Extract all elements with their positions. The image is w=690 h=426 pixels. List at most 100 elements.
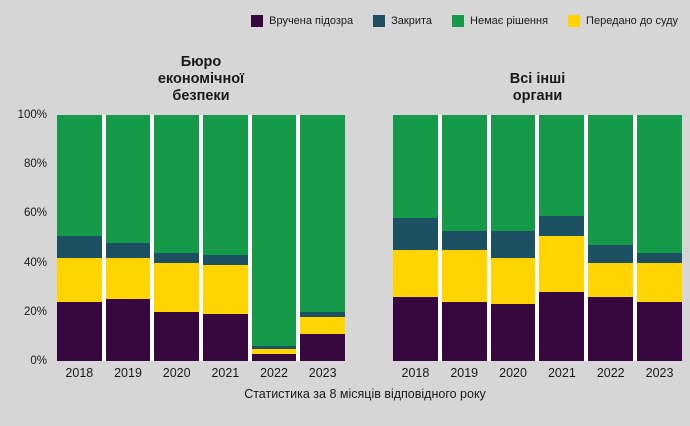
y-axis-tick: 0% xyxy=(30,355,47,367)
legend-item-no-decision: Немає рішення xyxy=(452,15,548,27)
bar-segment xyxy=(393,250,438,298)
x-axis-label: 2019 xyxy=(114,366,142,380)
x-axis-label: 2021 xyxy=(547,366,576,380)
bar-segment xyxy=(441,115,487,231)
x-axis-label: 2023 xyxy=(308,366,337,380)
bar-segment xyxy=(105,242,151,258)
plot-wrap: 100% 80% 60% 40% 20% 0% xyxy=(12,109,346,367)
legend-swatch-closed xyxy=(373,15,386,27)
bar-segment xyxy=(539,292,585,361)
bar-segment xyxy=(251,348,297,354)
bar-segment xyxy=(57,257,102,302)
bar-segment xyxy=(441,230,487,251)
stacked-bar-2022 xyxy=(251,115,297,361)
bar-segment xyxy=(490,304,536,361)
bar-segment xyxy=(154,311,200,361)
stacked-bar-2019 xyxy=(441,115,487,361)
stacked-bar-2018 xyxy=(393,115,438,361)
plot-area xyxy=(393,115,682,361)
bar-segment xyxy=(105,299,151,361)
y-axis-tick: 80% xyxy=(23,158,47,171)
bar-segment xyxy=(105,257,151,300)
chart-title-wrap: Бюро економічної безпеки xyxy=(57,51,345,115)
charts-row: Бюро економічної безпеки 100% 80% 60% 40% 20… xyxy=(0,51,690,380)
bar-segment xyxy=(588,245,634,263)
bar-segment xyxy=(57,235,102,258)
bar-segment xyxy=(154,115,200,253)
x-axis-label: 2023 xyxy=(645,366,674,380)
bar-segment xyxy=(539,235,585,293)
bar-segment xyxy=(490,230,536,258)
x-axis: 2018 2019 2020 2021 2022 2023 xyxy=(57,366,345,380)
legend: Вручена підозра Закрита Немає рішення Пе… xyxy=(0,0,690,27)
bar-segment xyxy=(441,250,487,302)
stacked-bar-2020 xyxy=(154,115,200,361)
legend-label: Вручена підозра xyxy=(269,15,354,27)
bar-segment xyxy=(300,316,346,334)
bar-segment xyxy=(251,353,297,361)
bar-segment xyxy=(637,301,682,361)
bar-segment xyxy=(203,265,248,315)
bar-segment xyxy=(441,301,487,361)
bar-segment xyxy=(105,115,151,243)
bar-segment xyxy=(637,115,682,253)
bar-segment xyxy=(490,257,536,305)
chart-title-wrap: Всі інші органи xyxy=(393,51,682,115)
bar-segment xyxy=(490,115,536,231)
plot-area xyxy=(57,115,346,361)
legend-item-sent-to-court: Передано до суду xyxy=(568,15,678,27)
legend-item-closed: Закрита xyxy=(373,15,432,27)
chart-caption: Статистика за 8 місяців відповідного рок… xyxy=(244,387,486,401)
stacked-bar-2022 xyxy=(588,115,634,361)
bar-segment xyxy=(154,252,200,263)
chart-economic-security-bureau: Бюро економічної безпеки 100% 80% 60% 40% 20… xyxy=(12,51,346,380)
x-axis-label: 2022 xyxy=(260,366,288,380)
chart-title: Всі інші органи xyxy=(509,70,566,104)
legend-item-suspicion-served: Вручена підозра xyxy=(251,15,353,27)
stacked-bar-2020 xyxy=(490,115,536,361)
bar-segment xyxy=(300,115,346,312)
bar-segment xyxy=(637,262,682,302)
legend-swatch-no-decision xyxy=(452,15,465,27)
legend-label: Немає рішення xyxy=(470,15,549,27)
y-axis-tick: 20% xyxy=(23,305,47,318)
legend-swatch-sent-to-court xyxy=(568,15,581,27)
bar-segment xyxy=(393,115,438,219)
x-axis-label: 2018 xyxy=(65,366,94,380)
bar-segment xyxy=(393,218,438,251)
y-axis-tick: 100% xyxy=(17,109,47,121)
bar-segment xyxy=(637,252,682,263)
bar-segment xyxy=(588,115,634,246)
bar-segment xyxy=(203,314,248,361)
y-axis: 100% 80% 60% 40% 20% 0% xyxy=(12,109,57,367)
stacked-bar-2018 xyxy=(57,115,102,361)
legend-label: Закрита xyxy=(391,15,433,27)
bar-segment xyxy=(251,346,297,349)
stacked-bar-2019 xyxy=(105,115,151,361)
stacked-bar-2023 xyxy=(300,115,346,361)
bar-segment xyxy=(251,115,297,347)
bar-segment xyxy=(57,301,102,361)
x-axis-label: 2018 xyxy=(401,366,430,380)
chart-all-other-bodies: Всі інші органи 2018 2019 2020 2021 2022 2023 xyxy=(393,51,682,380)
x-axis-label: 2021 xyxy=(211,366,240,380)
bar-segment xyxy=(154,262,200,312)
plot-wrap xyxy=(393,115,682,361)
stacked-bar-2023 xyxy=(637,115,682,361)
x-axis: 2018 2019 2020 2021 2022 2023 xyxy=(393,366,682,380)
bar-segment xyxy=(300,333,346,361)
stacked-bar-2021 xyxy=(539,115,585,361)
bar-segment xyxy=(203,255,248,266)
bar-segment xyxy=(588,262,634,298)
stacked-bar-2021 xyxy=(203,115,248,361)
bar-segment xyxy=(203,115,248,256)
bar-segment xyxy=(300,311,346,317)
bar-segment xyxy=(393,297,438,361)
bar-segment xyxy=(57,115,102,236)
x-axis-label: 2019 xyxy=(450,366,479,380)
bar-segment xyxy=(588,297,634,361)
legend-swatch-suspicion-served xyxy=(251,15,264,27)
y-axis-tick: 40% xyxy=(23,256,47,269)
bar-segment xyxy=(539,215,585,236)
chart-title: Бюро економічної безпеки xyxy=(157,53,245,104)
